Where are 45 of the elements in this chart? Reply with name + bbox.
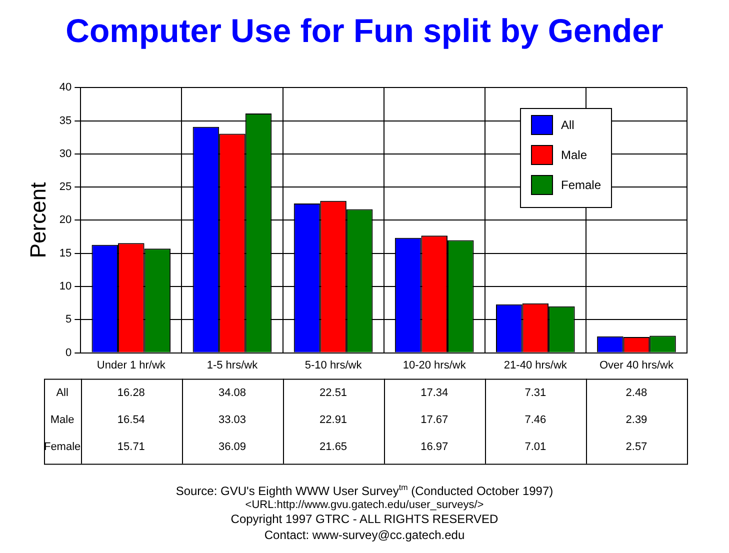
legend-label: All <box>561 118 574 132</box>
y-tick-label: 30 <box>59 148 72 160</box>
text: <URL:http://www.gvu.gatech.edu/user_surveys/> <box>244 499 485 511</box>
data-label: 7.46 <box>524 414 546 426</box>
data-label: 2.39 <box>626 414 648 426</box>
y-tick-label: 25 <box>59 181 72 194</box>
data-label: 16.54 <box>117 414 145 426</box>
data-label: 2.48 <box>626 386 648 399</box>
text: All <box>56 386 68 399</box>
data-label: 16.28 <box>117 386 145 399</box>
chart-title: Computer Use for Fun split by Gender <box>64 12 664 50</box>
text: Male <box>50 414 74 426</box>
x-tick-label: Over 40 hrs/wk <box>599 359 674 372</box>
data-label: 33.03 <box>218 414 246 426</box>
data-label: 7.01 <box>524 440 546 453</box>
data-label: 2.57 <box>626 440 648 453</box>
x-tick-label: Under 1 hr/wk <box>96 359 166 372</box>
data-label: 17.67 <box>420 414 448 426</box>
data-label: 22.91 <box>320 414 348 426</box>
y-tick-label: 15 <box>59 247 72 260</box>
data-label: 22.51 <box>320 386 348 399</box>
y-axis-title: Percent <box>25 182 50 258</box>
y-tick-label: 35 <box>59 114 72 127</box>
x-tick-label: 1-5 hrs/wk <box>206 359 258 372</box>
data-label: 7.31 <box>524 386 546 399</box>
x-tick-label: 10-20 hrs/wk <box>402 359 466 372</box>
x-tick-label: 21-40 hrs/wk <box>504 359 568 372</box>
data-label: 21.65 <box>320 440 348 453</box>
text: Contact: www-survey@cc.gatech.edu <box>263 527 466 543</box>
data-label: 15.71 <box>117 440 145 453</box>
data-label: 34.08 <box>218 386 246 399</box>
legend-label: Female <box>561 178 602 192</box>
y-tick-label: 20 <box>59 214 72 226</box>
data-label: 17.34 <box>420 386 448 399</box>
y-tick-label: 40 <box>59 82 72 94</box>
y-tick-label: 5 <box>66 314 72 326</box>
legend-label: Male <box>561 148 588 162</box>
text: Female <box>44 440 81 453</box>
data-label: 16.97 <box>420 440 448 453</box>
y-tick-label: 10 <box>59 280 72 293</box>
source-note: Source: GVU's Eighth WWW User Survey$^{tm}$ (Conducted October 1997) <box>174 482 554 499</box>
text: Copyright 1997 GTRC - ALL RIGHTS RESERVED <box>230 511 500 527</box>
data-label: 36.09 <box>218 440 246 453</box>
x-tick-label: 5-10 hrs/wk <box>304 359 362 372</box>
y-tick-label: 0 <box>66 346 72 359</box>
